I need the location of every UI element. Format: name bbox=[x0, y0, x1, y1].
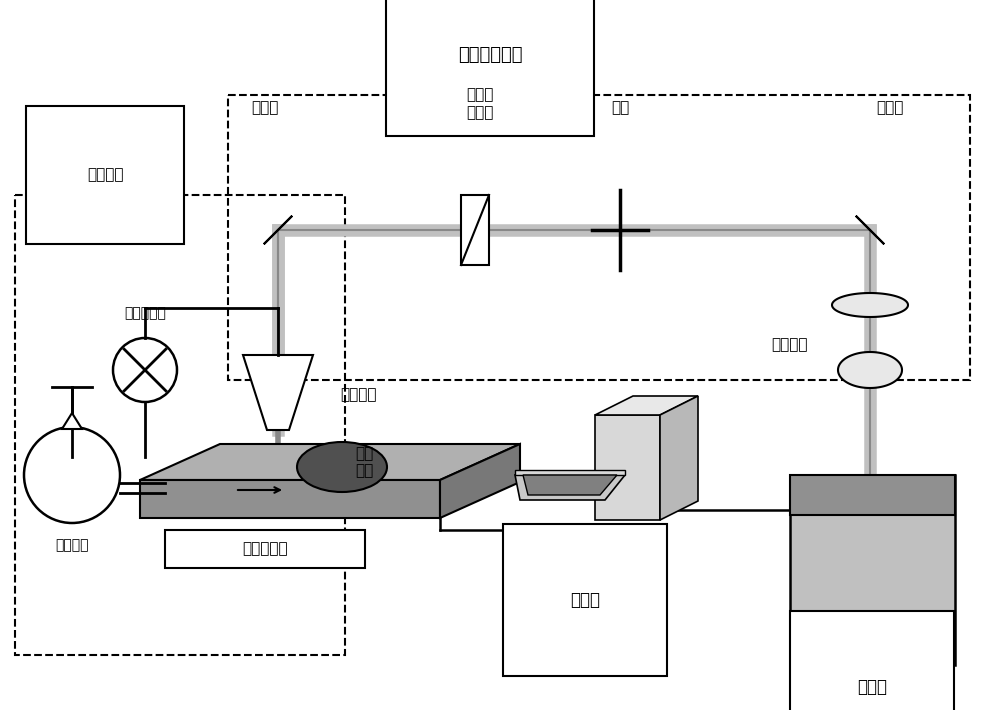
Ellipse shape bbox=[297, 442, 387, 492]
Polygon shape bbox=[587, 561, 600, 566]
Polygon shape bbox=[264, 222, 286, 244]
Polygon shape bbox=[523, 475, 617, 495]
Polygon shape bbox=[605, 561, 618, 566]
Polygon shape bbox=[601, 553, 614, 558]
Text: 聚焦物镜: 聚焦物镜 bbox=[340, 388, 376, 403]
Polygon shape bbox=[595, 415, 660, 520]
Polygon shape bbox=[660, 396, 698, 520]
Polygon shape bbox=[838, 352, 902, 388]
Polygon shape bbox=[529, 553, 542, 558]
Polygon shape bbox=[615, 545, 628, 550]
Polygon shape bbox=[440, 444, 520, 518]
Polygon shape bbox=[583, 553, 596, 558]
Text: 辅助装置: 辅助装置 bbox=[87, 168, 123, 182]
Bar bbox=[461, 195, 489, 265]
Text: 计算机: 计算机 bbox=[570, 591, 600, 609]
Polygon shape bbox=[579, 545, 592, 550]
Polygon shape bbox=[515, 540, 650, 570]
Bar bbox=[15, 195, 345, 655]
Polygon shape bbox=[857, 217, 879, 239]
Polygon shape bbox=[525, 545, 538, 550]
Polygon shape bbox=[543, 545, 556, 550]
Text: 激光器: 激光器 bbox=[857, 678, 887, 696]
Polygon shape bbox=[862, 222, 884, 244]
Text: 三维平移台: 三维平移台 bbox=[242, 542, 288, 557]
Bar bbox=[790, 475, 955, 515]
Polygon shape bbox=[569, 561, 582, 566]
Polygon shape bbox=[861, 221, 883, 244]
Polygon shape bbox=[140, 444, 520, 480]
Circle shape bbox=[113, 338, 177, 402]
Polygon shape bbox=[859, 219, 882, 241]
Polygon shape bbox=[266, 220, 288, 242]
Text: 压缩空气: 压缩空气 bbox=[55, 538, 89, 552]
Bar bbox=[228, 95, 970, 380]
Polygon shape bbox=[565, 553, 578, 558]
Bar bbox=[790, 475, 955, 665]
Polygon shape bbox=[561, 545, 574, 550]
Polygon shape bbox=[268, 217, 290, 240]
Polygon shape bbox=[858, 217, 880, 240]
Text: 反射镜: 反射镜 bbox=[251, 100, 279, 115]
Text: 反射镜: 反射镜 bbox=[876, 100, 904, 115]
Polygon shape bbox=[267, 219, 290, 241]
Polygon shape bbox=[266, 219, 289, 241]
Text: 杠杆千分表: 杠杆千分表 bbox=[124, 306, 166, 320]
Polygon shape bbox=[619, 553, 632, 558]
Polygon shape bbox=[62, 413, 82, 429]
Text: 格兰激
光棱镜: 格兰激 光棱镜 bbox=[466, 87, 494, 120]
Polygon shape bbox=[269, 217, 291, 239]
Polygon shape bbox=[832, 293, 908, 317]
Polygon shape bbox=[515, 475, 625, 500]
Polygon shape bbox=[265, 221, 287, 244]
Text: 光阑: 光阑 bbox=[611, 100, 629, 115]
Polygon shape bbox=[597, 545, 610, 550]
Text: 扩束镜组: 扩束镜组 bbox=[772, 337, 808, 352]
Polygon shape bbox=[858, 219, 881, 241]
Polygon shape bbox=[860, 220, 882, 242]
Text: 激光传输单元: 激光传输单元 bbox=[458, 46, 522, 64]
Polygon shape bbox=[547, 553, 560, 558]
Bar bbox=[165, 530, 365, 568]
Circle shape bbox=[24, 427, 120, 523]
Polygon shape bbox=[243, 355, 313, 430]
Polygon shape bbox=[551, 561, 564, 566]
Text: 加工
基片: 加工 基片 bbox=[355, 446, 373, 479]
Polygon shape bbox=[515, 470, 625, 475]
Polygon shape bbox=[270, 216, 292, 238]
Polygon shape bbox=[623, 561, 636, 566]
Polygon shape bbox=[533, 561, 546, 566]
Polygon shape bbox=[595, 396, 698, 415]
Polygon shape bbox=[856, 216, 878, 238]
Polygon shape bbox=[140, 480, 440, 518]
